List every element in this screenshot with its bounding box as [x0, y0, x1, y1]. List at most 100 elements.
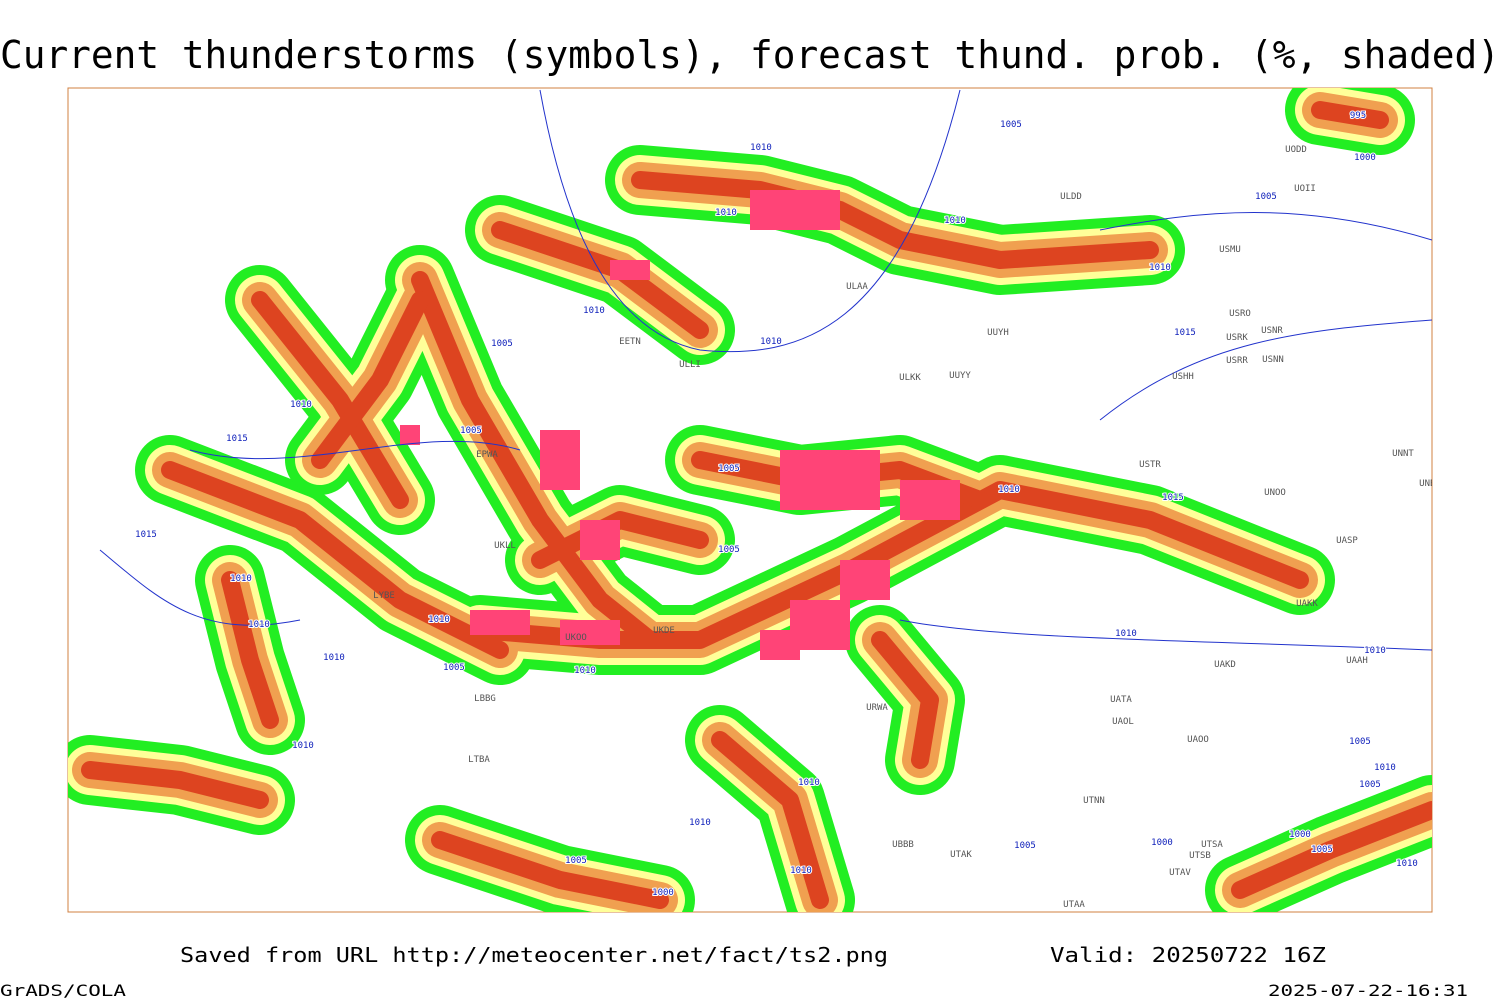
isobar-label: 1005 [1014, 841, 1036, 851]
station-code: UUYH [987, 328, 1009, 338]
station-code: URWA [866, 703, 888, 713]
station-code: UUYY [949, 371, 971, 381]
isobar-label: 1005 [1255, 192, 1277, 202]
station-code: ULLI [679, 360, 701, 370]
station-code: USNR [1261, 326, 1283, 336]
prob-shading [251, 291, 409, 509]
station-code: UBBB [892, 840, 914, 850]
station-code: UATA [1110, 695, 1132, 705]
station-code: UAOL [1112, 717, 1134, 727]
isobar-label: 1000 [1354, 153, 1376, 163]
storm-area [750, 190, 840, 230]
station-code: UTSA [1201, 840, 1223, 850]
station-code: UTSB [1189, 851, 1211, 861]
isobar-label: 1010 [750, 143, 772, 153]
prob-shading [221, 571, 279, 729]
isobar-label: 995 [1350, 111, 1366, 121]
isobar-label: 1010 [1115, 629, 1137, 639]
prob-shading [631, 171, 1159, 269]
isobar [899, 619, 1432, 651]
storm-area [760, 630, 800, 660]
isobar [1099, 319, 1432, 421]
prob-shading [1231, 801, 1432, 899]
station-code: LTBA [468, 755, 490, 765]
station-code: UTAA [1063, 900, 1085, 910]
prob-shading [711, 731, 829, 909]
station-code: ULDD [1060, 192, 1082, 202]
prob-shading [1311, 101, 1389, 129]
title: Current thunderstorms (symbols), forecas… [0, 33, 1500, 77]
isobar-label: 1010 [248, 620, 270, 630]
storm-area [580, 520, 620, 560]
storm-area [840, 560, 890, 600]
station-code: UAKD [1214, 660, 1236, 670]
isobar-label: 1010 [583, 306, 605, 316]
station-code: USHH [1172, 372, 1194, 382]
station-code: LYBE [373, 591, 395, 601]
isobar-label: 1000 [1289, 830, 1311, 840]
isobar [1099, 212, 1432, 241]
station-code: USNN [1262, 355, 1284, 365]
isobar-label: 1005 [718, 545, 740, 555]
prob-shading [871, 631, 939, 769]
isobar [539, 89, 961, 353]
station-code: UODD [1285, 145, 1307, 155]
isobar-label: 1005 [565, 856, 587, 866]
storm-area [470, 610, 530, 635]
prob-shading [431, 831, 669, 909]
isobar-label: 1010 [998, 485, 1020, 495]
station-code: USRO [1229, 309, 1251, 319]
isobar-label: 1005 [491, 339, 513, 349]
station-code: USTR [1139, 460, 1161, 470]
isobar-label: 1005 [1349, 737, 1371, 747]
station-code: UAAH [1346, 656, 1368, 666]
isobar-label: 1010 [428, 615, 450, 625]
station-code: UNOO [1264, 488, 1286, 498]
isobar-label: 1005 [1311, 845, 1333, 855]
isobar-label: 1010 [1149, 263, 1171, 273]
isobar-label: 1010 [944, 216, 966, 226]
prob-shading [311, 291, 429, 469]
timestamp: 2025-07-22-16:31 [1268, 981, 1468, 1000]
isobar-label: 1005 [718, 464, 740, 474]
station-code: USRK [1226, 333, 1248, 343]
isobar-label: 1010 [715, 208, 737, 218]
isobar-label: 1015 [1174, 328, 1196, 338]
station-code: UTAK [950, 850, 972, 860]
storm-area [900, 480, 960, 520]
prob-shading [161, 461, 509, 659]
software: GrADS/COLA [0, 981, 126, 1000]
isobar-label: 1015 [135, 530, 157, 540]
isobar-label: 1000 [1151, 838, 1173, 848]
isobar-label: 1005 [460, 426, 482, 436]
station-code: UKOO [565, 633, 587, 643]
isobar-label: 1005 [443, 663, 465, 673]
storm-area [780, 450, 880, 510]
isobar-label: 1010 [292, 741, 314, 751]
station-code: UNBB [1419, 479, 1441, 489]
isobar-label: 1010 [1364, 646, 1386, 656]
isobar-label: 1010 [1396, 859, 1418, 869]
valid-time: Valid: 20250722 16Z [1050, 943, 1326, 967]
storm-area [400, 425, 420, 445]
storm-area [610, 260, 650, 280]
station-code: UKDE [653, 626, 675, 636]
isobar-label: 1015 [226, 434, 248, 444]
prob-shading [411, 271, 659, 649]
isobar-label: 1010 [790, 866, 812, 876]
station-code: UOII [1294, 184, 1316, 194]
station-code: UTNN [1083, 796, 1105, 806]
station-code: UKLL [494, 541, 516, 551]
isobar-label: 1010 [689, 818, 711, 828]
isobar-label: 1010 [574, 666, 596, 676]
station-code: USRR [1226, 356, 1248, 366]
station-code: UASP [1336, 536, 1358, 546]
isobar-label: 1010 [1374, 763, 1396, 773]
storm-area [540, 430, 580, 490]
station-code: ULAA [846, 282, 868, 292]
isobar-label: 1000 [652, 888, 674, 898]
isobar-label: 1005 [1359, 780, 1381, 790]
